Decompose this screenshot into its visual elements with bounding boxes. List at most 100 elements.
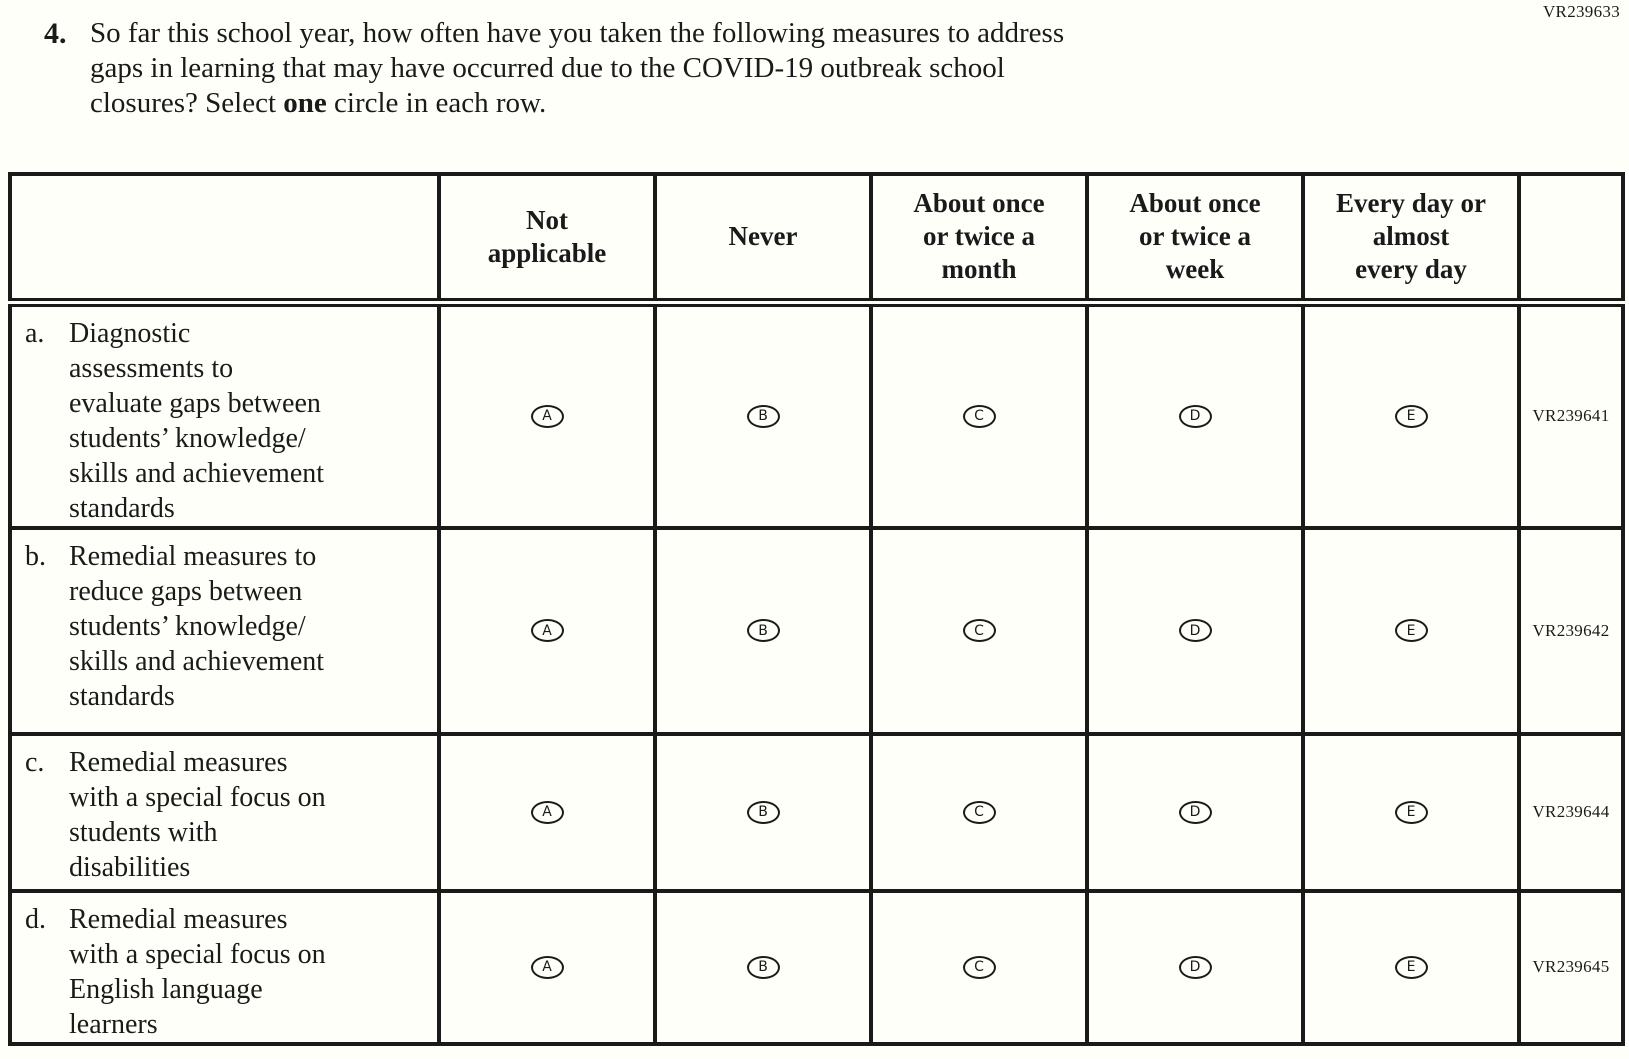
bubble-letter: B: [758, 959, 768, 975]
bubble-letter: E: [1406, 408, 1416, 424]
form-code: VR239633: [1542, 2, 1620, 21]
row-stem-text: Remedial measures with a special focus o…: [69, 903, 326, 1040]
row-letter: c.: [25, 746, 45, 778]
row-letter: a.: [25, 317, 45, 349]
bubble-letter: C: [974, 622, 984, 639]
option-cell-once-twice-month: C: [869, 731, 1089, 893]
header-row: Not applicable Never About once or twice…: [8, 172, 1625, 304]
option-cell-never: B: [653, 297, 873, 530]
answer-bubble-d-C[interactable]: C: [962, 955, 996, 979]
row-code: VR239644: [1517, 731, 1625, 893]
option-cell-not-applicable: A: [437, 297, 657, 530]
answer-bubble-b-E[interactable]: E: [1394, 619, 1428, 642]
answer-bubble-a-D[interactable]: D: [1178, 404, 1212, 428]
question-text-after-bold: circle in each row.: [326, 87, 547, 119]
option-cell-not-applicable: A: [437, 888, 657, 1046]
option-cell-once-twice-week: D: [1085, 297, 1305, 530]
option-cell-once-twice-month: C: [869, 888, 1089, 1046]
question-number: 4.: [44, 17, 67, 50]
option-cell-never: B: [653, 525, 873, 736]
row-stem: c. Remedial measures with a special focu…: [14, 738, 435, 885]
column-header-once-twice-week: About once or twice a week: [1085, 172, 1305, 304]
row-stem-cell: b. Remedial measures to reduce gaps betw…: [8, 525, 441, 736]
answer-bubble-b-C[interactable]: C: [962, 619, 996, 642]
option-cell-every-day: E: [1301, 525, 1521, 736]
answer-bubble-b-A[interactable]: A: [530, 619, 564, 642]
bubble-letter: D: [1189, 959, 1201, 975]
option-cell-never: B: [653, 888, 873, 1046]
row-stem-cell: c. Remedial measures with a special focu…: [8, 731, 441, 893]
answer-bubble-c-B[interactable]: B: [746, 800, 780, 824]
bubble-letter: D: [1189, 804, 1201, 820]
column-header-never: Never: [653, 172, 873, 304]
bubble-letter: E: [1406, 622, 1416, 639]
option-cell-once-twice-month: C: [869, 297, 1089, 530]
question-text: So far this school year, how often have …: [90, 16, 1374, 121]
table-row-c: c. Remedial measures with a special focu…: [8, 731, 1625, 893]
table-row-b: b. Remedial measures to reduce gaps betw…: [8, 525, 1625, 736]
answer-bubble-d-B[interactable]: B: [746, 955, 780, 979]
bubble-letter: E: [1406, 959, 1416, 975]
option-cell-every-day: E: [1301, 731, 1521, 893]
answer-bubble-a-A[interactable]: A: [530, 404, 564, 428]
bubble-letter: B: [758, 804, 768, 820]
option-cell-once-twice-week: D: [1085, 731, 1305, 893]
row-stem: a. Diagnostic assessments to evaluate ga…: [14, 311, 435, 524]
row-stem-cell: a. Diagnostic assessments to evaluate ga…: [8, 297, 441, 530]
row-stem-text: Diagnostic assessments to evaluate gaps …: [69, 317, 325, 524]
bubble-letter: A: [542, 408, 552, 424]
empty-corner-header-cell: [8, 172, 441, 304]
option-cell-every-day: E: [1301, 888, 1521, 1046]
bubble-letter: C: [974, 408, 984, 424]
question-text-bold-word: one: [283, 87, 327, 119]
answer-bubble-c-C[interactable]: C: [962, 800, 996, 824]
option-cell-every-day: E: [1301, 297, 1521, 530]
answer-bubble-c-E[interactable]: E: [1394, 800, 1428, 824]
question-text-lines: So far this school year, how often have …: [90, 17, 1065, 84]
bubble-letter: C: [974, 959, 984, 975]
column-header-every-day: Every day or almost every day: [1301, 172, 1521, 304]
answer-bubble-b-D[interactable]: D: [1178, 619, 1212, 642]
option-cell-once-twice-week: D: [1085, 888, 1305, 1046]
table-row-a: a. Diagnostic assessments to evaluate ga…: [8, 297, 1625, 530]
bubble-letter: E: [1406, 804, 1416, 820]
empty-code-header-cell: [1517, 172, 1625, 304]
question-text-last-line: closures? Select one circle in each row.: [90, 87, 546, 119]
answer-bubble-c-A[interactable]: A: [530, 800, 564, 824]
row-code: VR239645: [1517, 888, 1625, 1046]
answer-bubble-b-B[interactable]: B: [746, 619, 780, 642]
option-cell-not-applicable: A: [437, 525, 657, 736]
answer-bubble-d-E[interactable]: E: [1394, 955, 1428, 979]
question-text-before-bold: closures? Select: [90, 87, 284, 119]
row-letter: d.: [25, 903, 46, 935]
answer-bubble-c-D[interactable]: D: [1178, 800, 1212, 824]
question-block: 4. So far this school year, how often ha…: [44, 16, 1374, 121]
answer-bubble-a-B[interactable]: B: [746, 404, 780, 428]
bubble-letter: D: [1189, 408, 1201, 424]
row-stem-text: Remedial measures to reduce gaps between…: [69, 540, 325, 712]
answer-bubble-a-E[interactable]: E: [1394, 404, 1428, 428]
row-stem: d. Remedial measures with a special focu…: [14, 895, 435, 1040]
bubble-letter: C: [974, 804, 984, 820]
column-header-not-applicable: Not applicable: [437, 172, 657, 304]
row-letter: b.: [25, 540, 46, 572]
bubble-letter: A: [542, 804, 552, 820]
answer-bubble-a-C[interactable]: C: [962, 404, 996, 428]
row-code: VR239642: [1517, 525, 1625, 736]
column-header-once-twice-month: About once or twice a month: [869, 172, 1089, 304]
row-stem-cell: d. Remedial measures with a special focu…: [8, 888, 441, 1046]
row-code: VR239641: [1517, 297, 1625, 530]
bubble-letter: D: [1189, 622, 1201, 639]
bubble-letter: B: [758, 408, 768, 424]
row-stem-text: Remedial measures with a special focus o…: [69, 746, 326, 883]
table-row-d: d. Remedial measures with a special focu…: [8, 888, 1625, 1046]
answer-bubble-d-D[interactable]: D: [1178, 955, 1212, 979]
bubble-letter: A: [542, 959, 552, 975]
bubble-letter: B: [758, 622, 768, 639]
option-cell-once-twice-month: C: [869, 525, 1089, 736]
bubble-letter: A: [542, 622, 552, 639]
response-matrix-table: Not applicable Never About once or twice…: [8, 172, 1625, 1046]
row-stem: b. Remedial measures to reduce gaps betw…: [14, 532, 435, 714]
option-cell-not-applicable: A: [437, 731, 657, 893]
answer-bubble-d-A[interactable]: A: [530, 955, 564, 979]
